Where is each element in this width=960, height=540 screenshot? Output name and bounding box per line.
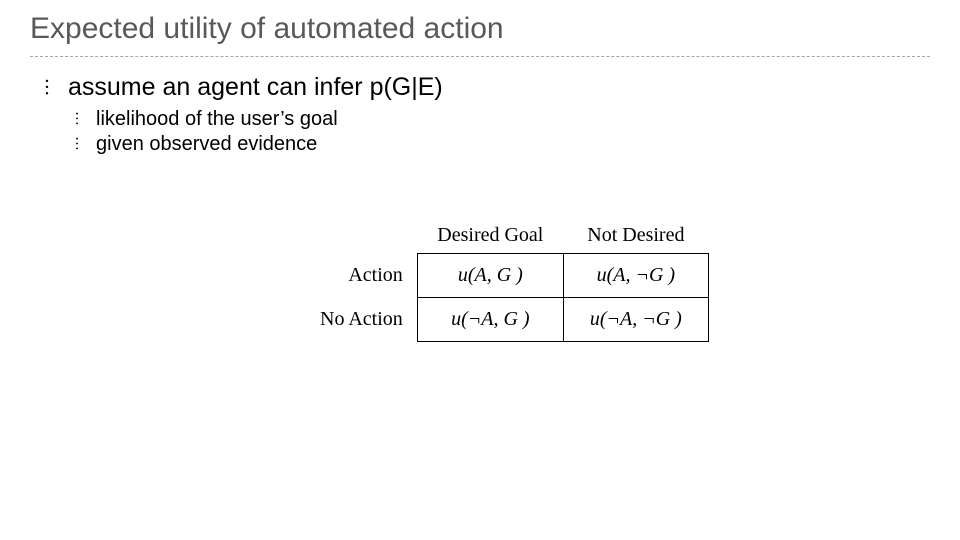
cell-action-notdesired: u(A, ¬G ) [563,254,708,298]
row-header-action: Action [320,254,417,298]
table-row: No Action u(¬A, G ) u(¬A, ¬G ) [320,298,708,342]
page-title: Expected utility of automated action [30,12,930,46]
cell-action-desired: u(A, G ) [417,254,563,298]
bullet-text-sub1: likelihood of the user’s goal [96,108,338,131]
cell-noaction-notdesired: u(¬A, ¬G ) [563,298,708,342]
bullet-level2: ︙ given observed evidence [70,133,930,156]
table-header-row: Desired Goal Not Desired [320,220,708,254]
title-divider [30,56,930,57]
cell-noaction-desired: u(¬A, G ) [417,298,563,342]
bullet-marker-icon: ︙ [38,79,56,97]
table-row: Action u(A, G ) u(A, ¬G ) [320,254,708,298]
bullet-text-sub2: given observed evidence [96,133,317,156]
bullet-text-main: assume an agent can infer p(G|E) [68,73,443,102]
row-header-noaction: No Action [320,298,417,342]
bullet-marker-icon: ︙ [70,137,84,151]
slide: Expected utility of automated action ︙ a… [0,0,960,540]
bullet-level2: ︙ likelihood of the user’s goal [70,108,930,131]
utility-table: Desired Goal Not Desired Action u(A, G )… [320,220,709,342]
col-header-not-desired: Not Desired [563,220,708,254]
utility-table-wrap: Desired Goal Not Desired Action u(A, G )… [320,220,709,342]
bullet-marker-icon: ︙ [70,112,84,126]
col-header-desired: Desired Goal [417,220,563,254]
table-corner [320,220,417,254]
bullet-level1: ︙ assume an agent can infer p(G|E) [38,73,930,102]
